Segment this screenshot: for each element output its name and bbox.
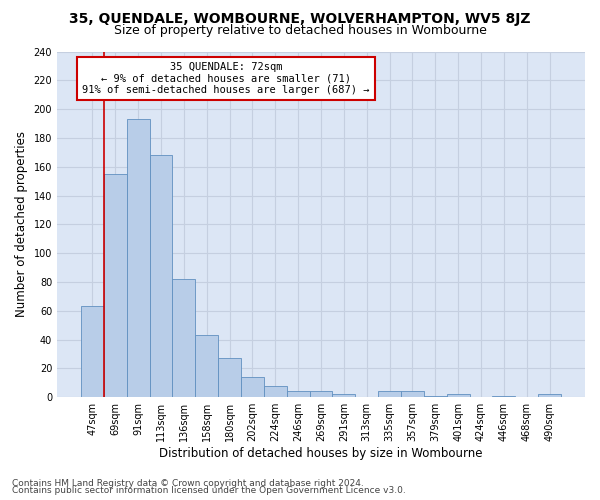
Bar xyxy=(264,386,287,397)
X-axis label: Distribution of detached houses by size in Wombourne: Distribution of detached houses by size … xyxy=(159,447,483,460)
Bar xyxy=(127,119,149,397)
Y-axis label: Number of detached properties: Number of detached properties xyxy=(15,132,28,318)
Bar xyxy=(196,336,218,397)
Text: Size of property relative to detached houses in Wombourne: Size of property relative to detached ho… xyxy=(113,24,487,37)
Bar xyxy=(172,279,196,397)
Bar xyxy=(493,396,515,397)
Bar xyxy=(104,174,127,397)
Bar xyxy=(378,392,401,397)
Bar xyxy=(149,155,172,397)
Text: Contains HM Land Registry data © Crown copyright and database right 2024.: Contains HM Land Registry data © Crown c… xyxy=(12,478,364,488)
Text: Contains public sector information licensed under the Open Government Licence v3: Contains public sector information licen… xyxy=(12,486,406,495)
Text: 35, QUENDALE, WOMBOURNE, WOLVERHAMPTON, WV5 8JZ: 35, QUENDALE, WOMBOURNE, WOLVERHAMPTON, … xyxy=(69,12,531,26)
Bar xyxy=(241,377,264,397)
Bar xyxy=(401,392,424,397)
Bar xyxy=(538,394,561,397)
Bar xyxy=(287,392,310,397)
Bar xyxy=(218,358,241,397)
Bar xyxy=(310,392,332,397)
Text: 35 QUENDALE: 72sqm
← 9% of detached houses are smaller (71)
91% of semi-detached: 35 QUENDALE: 72sqm ← 9% of detached hous… xyxy=(82,62,370,95)
Bar xyxy=(447,394,470,397)
Bar xyxy=(424,396,447,397)
Bar xyxy=(81,306,104,397)
Bar xyxy=(332,394,355,397)
